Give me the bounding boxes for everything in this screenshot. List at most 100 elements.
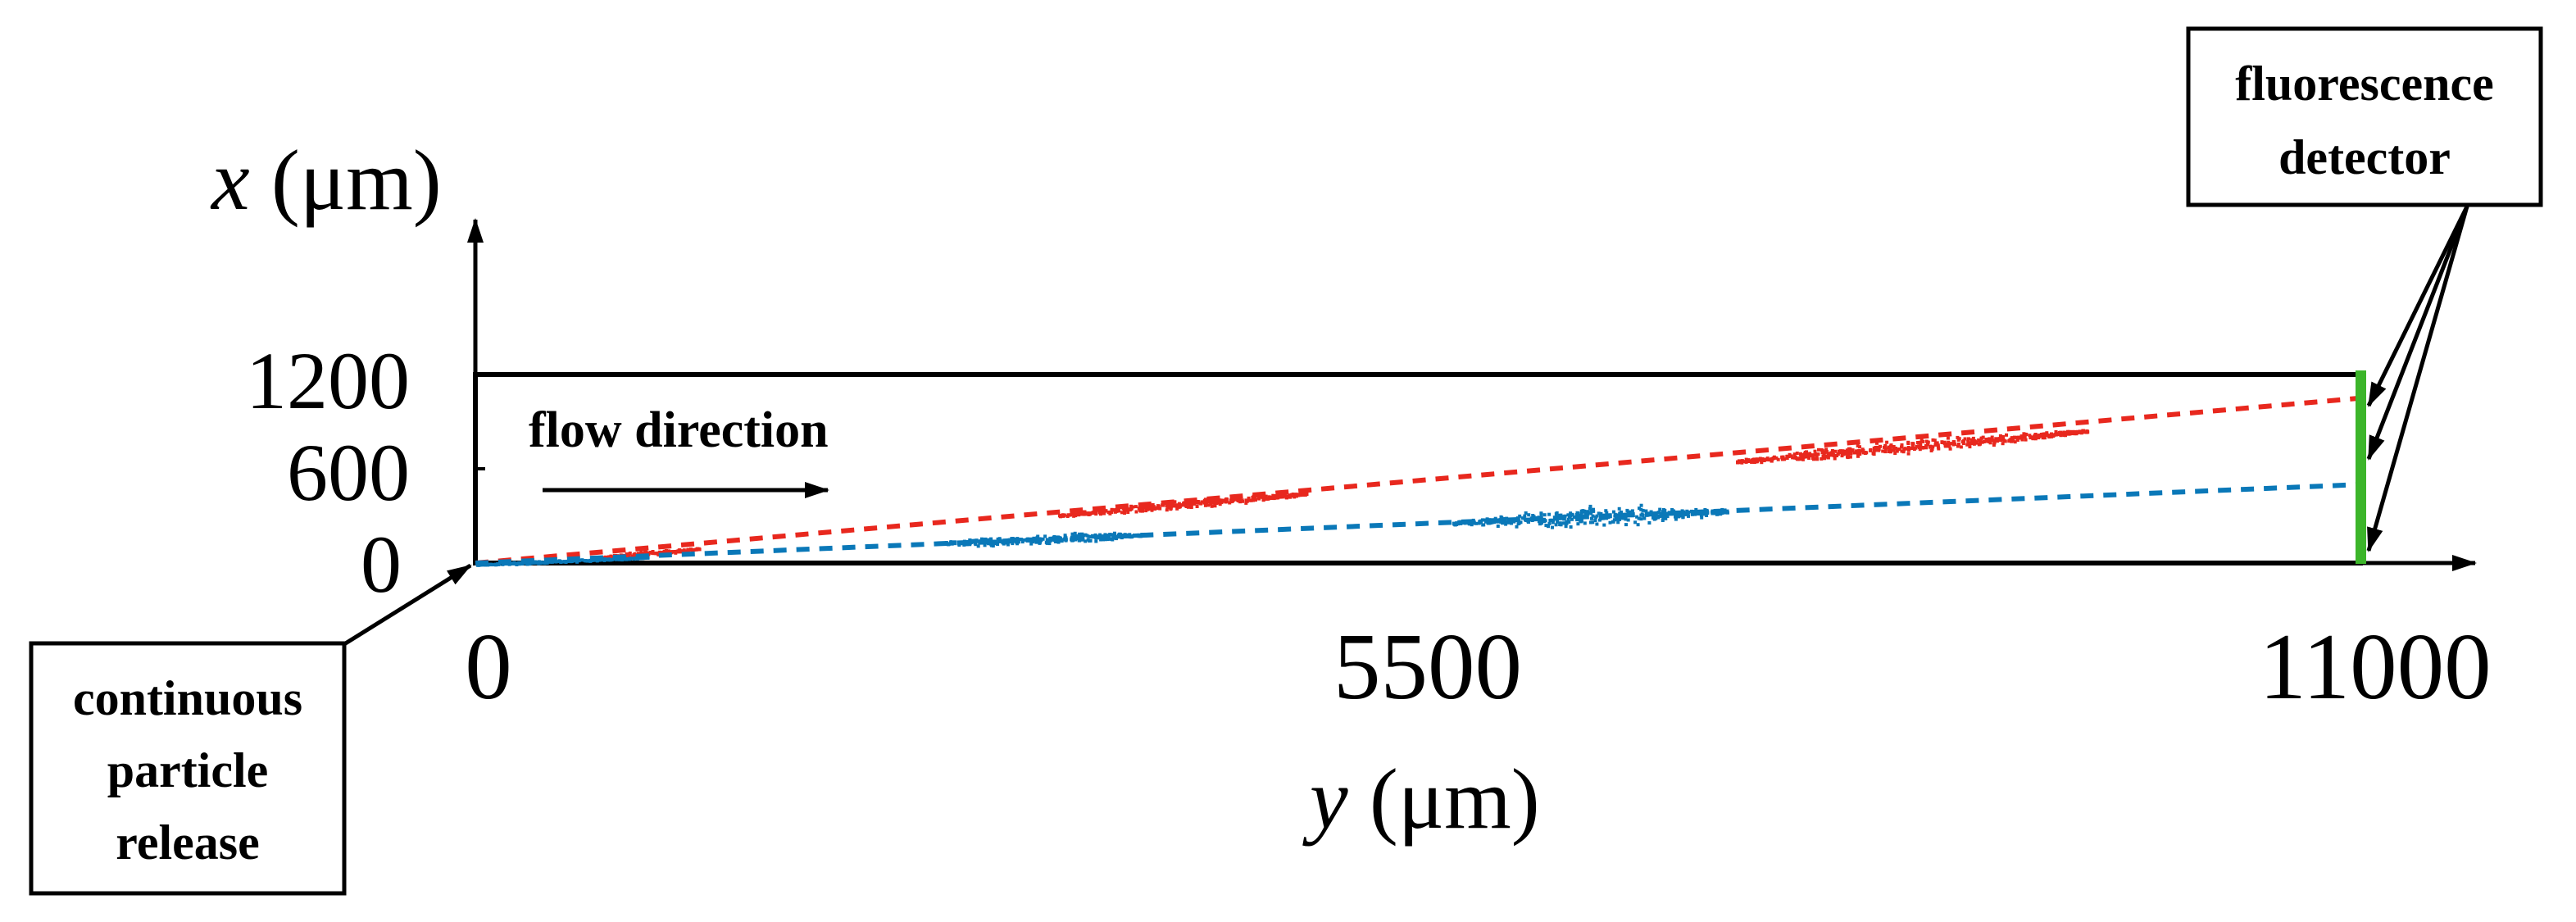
particle-point xyxy=(1111,534,1115,538)
particle-point xyxy=(1038,540,1042,544)
release-label-line-1: continuous xyxy=(73,671,302,725)
particle-point xyxy=(1593,519,1597,522)
particle-point xyxy=(1085,534,1089,538)
particle-point xyxy=(1175,506,1179,511)
particle-point xyxy=(1820,456,1824,461)
particle-point xyxy=(1841,449,1845,453)
particle-point xyxy=(2031,436,2035,440)
particle-point xyxy=(1064,538,1068,543)
particle-point xyxy=(1262,497,1266,501)
particle-point xyxy=(2074,430,2078,434)
particle-point xyxy=(1995,437,1999,441)
particle-point xyxy=(1193,502,1197,506)
particle-point xyxy=(1612,510,1615,514)
particle-point xyxy=(2010,436,2014,440)
particle-point xyxy=(1908,447,1912,451)
particle-point xyxy=(1126,511,1130,514)
particle-point xyxy=(2066,429,2069,434)
particle-point xyxy=(1950,442,1953,446)
particle-point xyxy=(1661,513,1665,517)
particle-point xyxy=(1882,445,1886,449)
particle-point xyxy=(1848,455,1852,459)
particle-point xyxy=(1921,439,1925,443)
particle-point xyxy=(1481,523,1485,527)
particle-point xyxy=(609,558,613,562)
particle-point xyxy=(1845,451,1848,455)
particle-point xyxy=(691,548,695,552)
particle-point xyxy=(1298,493,1302,497)
particle-point xyxy=(2024,438,2028,442)
particle-point xyxy=(1781,455,1785,459)
particle-point xyxy=(1895,449,1899,453)
particle-point xyxy=(1479,519,1483,523)
particle-point xyxy=(1947,442,1951,446)
particle-point xyxy=(991,543,995,547)
particle-point xyxy=(1988,441,1992,445)
particle-point xyxy=(976,544,980,548)
particle-point xyxy=(1654,516,1658,520)
particle-point xyxy=(1595,522,1599,526)
particle-point xyxy=(1826,456,1830,460)
particle-point xyxy=(1113,510,1117,514)
particle-point xyxy=(1597,511,1601,516)
particle-point xyxy=(2079,431,2083,435)
particle-point xyxy=(1209,502,1213,506)
particle-point xyxy=(1900,443,1904,447)
particle-point xyxy=(649,551,653,554)
particle-point xyxy=(1499,520,1503,524)
particle-point xyxy=(1156,504,1161,508)
particle-point xyxy=(1023,538,1026,542)
particle-point xyxy=(1527,513,1531,517)
x-tick-label-0: 0 xyxy=(361,519,402,610)
particle-point xyxy=(1680,509,1684,513)
particle-point xyxy=(667,549,671,553)
particle-point xyxy=(1260,495,1264,499)
particle-point xyxy=(1881,449,1885,453)
particle-point xyxy=(1770,456,1774,461)
particle-point xyxy=(1745,460,1749,463)
particle-point xyxy=(1547,525,1550,529)
particle-point xyxy=(1801,457,1805,461)
particle-point xyxy=(1972,439,1976,443)
particle-point xyxy=(1705,508,1709,512)
particle-point xyxy=(1959,445,1963,449)
particle-point xyxy=(2001,442,2005,446)
particle-point xyxy=(2065,432,2069,436)
particle-point xyxy=(538,561,543,565)
particle-point xyxy=(1792,452,1797,456)
particle-point xyxy=(1113,531,1116,535)
particle-point xyxy=(1785,456,1789,460)
trajectory-layer xyxy=(475,395,2361,565)
particle-point xyxy=(1524,519,1528,522)
particle-point xyxy=(1826,452,1830,456)
particle-point xyxy=(1638,506,1641,511)
particle-point xyxy=(2064,430,2068,434)
particle-point xyxy=(1797,457,1801,461)
particle-point xyxy=(983,543,987,547)
particle-point xyxy=(1182,501,1186,505)
particle-point xyxy=(1280,494,1284,498)
particle-point xyxy=(1821,450,1825,454)
particle-point xyxy=(1926,440,1930,444)
particle-point xyxy=(1651,516,1655,520)
particle-point xyxy=(1139,506,1143,511)
particle-point xyxy=(1738,460,1742,464)
particle-point xyxy=(1737,460,1741,464)
particle-point xyxy=(1706,511,1710,515)
release-label-box xyxy=(29,641,347,896)
particle-point xyxy=(1703,508,1707,511)
particle-point xyxy=(1856,444,1860,447)
particle-point xyxy=(1283,493,1287,497)
particle-point xyxy=(1858,452,1862,456)
particle-point xyxy=(1979,438,1983,443)
particle-point xyxy=(1547,521,1552,525)
particle-point xyxy=(1902,447,1906,452)
particle-point xyxy=(1978,442,1982,446)
particle-point xyxy=(1084,511,1088,516)
particle-point xyxy=(2028,434,2032,438)
particle-point xyxy=(1992,443,1996,447)
particle-point xyxy=(2050,432,2053,436)
particle-point xyxy=(1815,454,1819,458)
particle-point xyxy=(1956,438,1960,442)
particle-point xyxy=(1083,510,1087,514)
